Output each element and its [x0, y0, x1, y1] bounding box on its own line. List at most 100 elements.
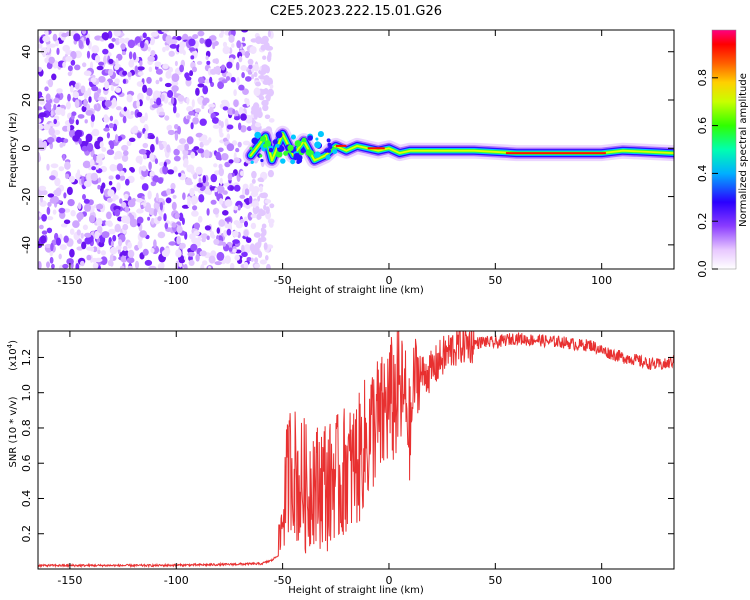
noise-speck	[46, 163, 50, 171]
noise-speck	[244, 51, 250, 59]
noise-speck	[173, 87, 177, 96]
signal-blob	[268, 147, 274, 153]
noise-speck	[86, 50, 91, 59]
noise-speck	[47, 78, 54, 88]
noise-speck	[68, 175, 75, 183]
noise-speck	[199, 250, 207, 257]
noise-speck	[54, 106, 63, 116]
signal-blob	[280, 158, 286, 164]
noise-speck	[208, 106, 214, 115]
noise-speck	[127, 71, 132, 78]
x-tick-label: 0	[385, 274, 392, 287]
noise-speck	[120, 43, 126, 50]
noise-speck	[233, 205, 239, 211]
noise-speck	[178, 44, 185, 54]
noise-speck	[72, 91, 80, 99]
noise-speck	[250, 222, 257, 230]
noise-speck	[38, 66, 43, 72]
noise-speck	[243, 229, 249, 237]
noise-speck	[182, 149, 189, 156]
noise-speck	[83, 180, 92, 188]
noise-speck	[174, 212, 180, 220]
noise-speck	[96, 65, 104, 71]
noise-speck	[174, 132, 179, 141]
signal-blob	[294, 140, 302, 147]
noise-speck	[62, 44, 70, 52]
noise-speck	[186, 115, 191, 120]
signal-blob	[259, 154, 263, 158]
noise-speck	[248, 195, 253, 204]
noise-speck	[67, 71, 72, 77]
noise-speck	[244, 97, 249, 104]
noise-speck	[73, 33, 81, 42]
noise-speck	[87, 87, 92, 97]
noise-speck	[221, 99, 229, 105]
noise-speck	[198, 177, 202, 184]
noise-speck	[107, 189, 115, 197]
y-tick-label: -40	[20, 236, 33, 254]
spectrogram-frame	[37, 29, 675, 270]
noise-speck	[155, 68, 163, 75]
spectrogram-y-label: Frequency (Hz)	[8, 112, 19, 188]
noise-speck	[106, 211, 112, 220]
noise-speck	[69, 228, 75, 235]
noise-speck	[80, 232, 84, 239]
noise-speck	[189, 70, 194, 77]
noise-speck	[147, 55, 155, 62]
noise-speck	[146, 76, 152, 84]
noise-speck	[40, 235, 47, 244]
noise-speck	[95, 55, 101, 63]
noise-speck	[190, 169, 195, 175]
noise-speck	[148, 66, 153, 73]
noise-speck	[181, 204, 190, 209]
noise-speck	[91, 166, 96, 171]
noise-speck	[238, 122, 242, 131]
signal-blob	[301, 137, 307, 143]
noise-speck	[177, 125, 182, 135]
noise-speck	[261, 99, 269, 107]
colorbar-tick-label: 0.6	[696, 117, 709, 135]
noise-speck	[157, 263, 163, 269]
noise-speck	[136, 81, 144, 87]
noise-speck	[246, 257, 252, 262]
noise-speck	[228, 221, 232, 230]
noise-speck	[261, 64, 269, 70]
noise-speck	[240, 125, 247, 133]
noise-speck	[163, 213, 167, 222]
noise-speck	[109, 246, 118, 255]
noise-speck	[192, 205, 198, 211]
signal-blob	[315, 152, 320, 156]
noise-speck	[58, 207, 66, 214]
noise-speck	[216, 185, 225, 194]
x-tick-label: -150	[57, 574, 82, 587]
noise-speck	[177, 144, 185, 151]
noise-speck	[188, 38, 196, 47]
noise-speck	[134, 65, 138, 74]
noise-speck	[136, 208, 142, 214]
noise-speck	[44, 244, 52, 248]
noise-speck	[58, 166, 65, 172]
colorbar-gradient	[712, 30, 736, 269]
noise-speck	[118, 37, 126, 44]
noise-speck	[86, 142, 94, 152]
noise-speck	[195, 253, 200, 262]
noise-speck	[209, 76, 213, 84]
noise-speck	[92, 246, 98, 253]
colorbar-label: Normalized spectral amplitude	[738, 73, 749, 227]
noise-speck	[190, 122, 194, 130]
noise-speck	[70, 210, 76, 217]
noise-speck	[219, 177, 223, 185]
x-tick-label: -50	[274, 274, 292, 287]
noise-speck	[198, 194, 205, 203]
noise-speck	[224, 217, 231, 222]
noise-speck	[104, 99, 112, 108]
noise-speck	[265, 254, 269, 261]
noise-speck	[179, 138, 186, 145]
noise-speck	[162, 63, 169, 69]
noise-speck	[74, 64, 81, 71]
noise-speck	[246, 126, 252, 132]
noise-speck	[149, 98, 154, 106]
noise-speck	[122, 70, 128, 76]
noise-speck	[97, 136, 104, 142]
noise-speck	[100, 250, 106, 256]
